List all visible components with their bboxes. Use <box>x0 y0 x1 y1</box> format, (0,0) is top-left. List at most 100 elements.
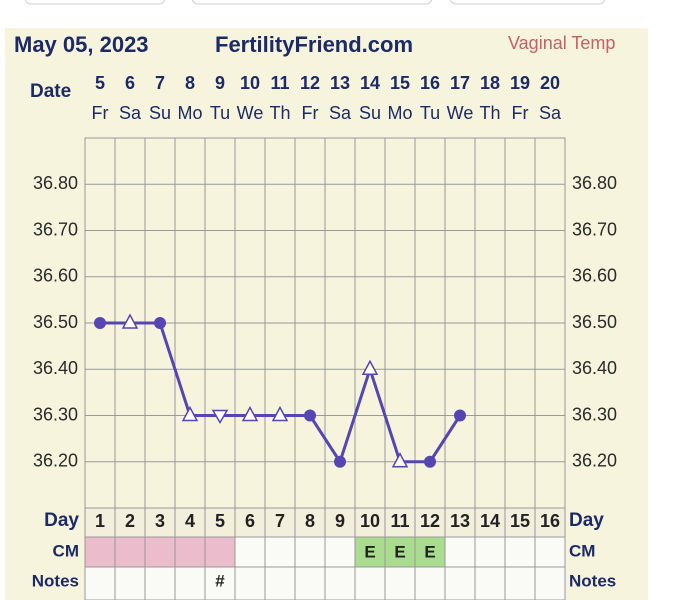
day: 10 <box>360 511 380 531</box>
day-cell <box>354 507 386 538</box>
day-cell <box>204 507 236 538</box>
day: 15 <box>510 511 530 531</box>
chart-title: May 05, 2023 <box>14 32 149 57</box>
cm-cell <box>234 536 266 568</box>
date: 15 <box>390 73 410 93</box>
date: 6 <box>125 73 135 93</box>
button[interactable] <box>24 0 166 5</box>
date: 7 <box>155 73 165 93</box>
notes-cell <box>204 566 236 600</box>
date: 19 <box>510 73 530 93</box>
temp-marker <box>181 405 199 422</box>
notes-cell <box>414 566 446 600</box>
notes-cell <box>234 566 266 600</box>
weekday: Su <box>149 103 171 123</box>
notes-cell <box>384 566 416 600</box>
weekday: Fr <box>512 103 529 123</box>
day-cell <box>534 507 566 538</box>
cm-cell <box>204 536 236 568</box>
temp-dot <box>154 317 166 329</box>
cm-cell <box>294 536 326 568</box>
y-tick-label: 36.60 <box>572 266 617 286</box>
notes-label: Notes <box>32 571 79 590</box>
day: 11 <box>390 511 409 531</box>
weekday: Sa <box>539 103 562 123</box>
notes-cell <box>474 566 506 600</box>
weekday: Sa <box>329 103 352 123</box>
weekday: We <box>447 103 474 123</box>
weekday: Mo <box>177 103 202 123</box>
temp-marker <box>241 405 259 422</box>
day-cell <box>414 507 446 538</box>
day-label: Day <box>44 510 79 531</box>
day: 6 <box>245 511 255 531</box>
y-tick-label: 36.20 <box>33 451 78 471</box>
temp-dot <box>424 455 436 468</box>
y-tick-label: 36.40 <box>572 358 617 378</box>
day-cell <box>504 507 536 538</box>
site-name: FertilityFriend.com <box>215 32 413 57</box>
y-tick-label: 36.30 <box>33 404 78 424</box>
notes-cell <box>84 566 116 600</box>
date: 9 <box>215 73 225 93</box>
notes-cell <box>354 566 386 600</box>
button[interactable] <box>449 0 606 5</box>
y-tick-label: 36.40 <box>33 358 78 378</box>
temp-dot <box>94 317 106 329</box>
day-cell <box>294 507 326 538</box>
y-tick-label: 36.30 <box>572 404 617 424</box>
temp-marker <box>391 452 409 468</box>
weekday: Tu <box>210 103 230 123</box>
notes-cell <box>294 566 326 600</box>
cm-cell <box>144 536 176 568</box>
cm-cell <box>354 536 386 568</box>
y-tick-label: 36.60 <box>33 266 78 286</box>
weekday: Sa <box>119 103 142 123</box>
date: 13 <box>330 73 350 93</box>
y-tick-label: 36.50 <box>572 312 617 332</box>
day-cell <box>234 507 266 538</box>
date: 14 <box>360 73 380 93</box>
notes-label: Notes <box>569 571 616 590</box>
date: 11 <box>270 73 289 93</box>
cm-cell <box>114 536 146 568</box>
cm-cell <box>504 536 536 568</box>
day-cell <box>444 507 476 538</box>
weekday: Tu <box>420 103 440 123</box>
date: 5 <box>95 73 105 93</box>
y-tick-label: 36.20 <box>572 451 617 471</box>
cm-cell <box>474 536 506 568</box>
cm-cell <box>174 536 206 568</box>
button[interactable] <box>191 0 433 5</box>
notes-cell <box>144 566 176 600</box>
notes-cell <box>504 566 536 600</box>
day-cell <box>384 507 416 538</box>
cm-value: E <box>394 542 405 561</box>
cm-label: CM <box>53 541 79 560</box>
temp-marker <box>121 313 139 329</box>
cm-cell <box>534 536 566 568</box>
day-cell <box>144 507 176 538</box>
weekday: We <box>237 103 264 123</box>
measure: Vaginal Temp <box>508 33 615 53</box>
day: 1 <box>95 511 105 531</box>
day-cell <box>324 507 356 538</box>
day: 7 <box>275 511 285 531</box>
day-cell <box>264 507 296 538</box>
temp-dot <box>334 455 346 468</box>
y-tick-label: 36.50 <box>33 312 78 332</box>
cm-value: E <box>364 542 375 561</box>
weekday: Fr <box>302 103 319 123</box>
weekday: Su <box>359 103 381 123</box>
weekday: Th <box>479 103 500 123</box>
date: 18 <box>480 73 500 93</box>
day: 12 <box>420 511 440 531</box>
cm-cell <box>324 536 356 568</box>
day: 14 <box>480 511 500 531</box>
date: 17 <box>450 73 470 93</box>
notes-cell <box>444 566 476 600</box>
temp-dot <box>304 409 316 422</box>
y-tick-label: 36.70 <box>33 219 78 239</box>
temp-marker <box>211 409 229 424</box>
